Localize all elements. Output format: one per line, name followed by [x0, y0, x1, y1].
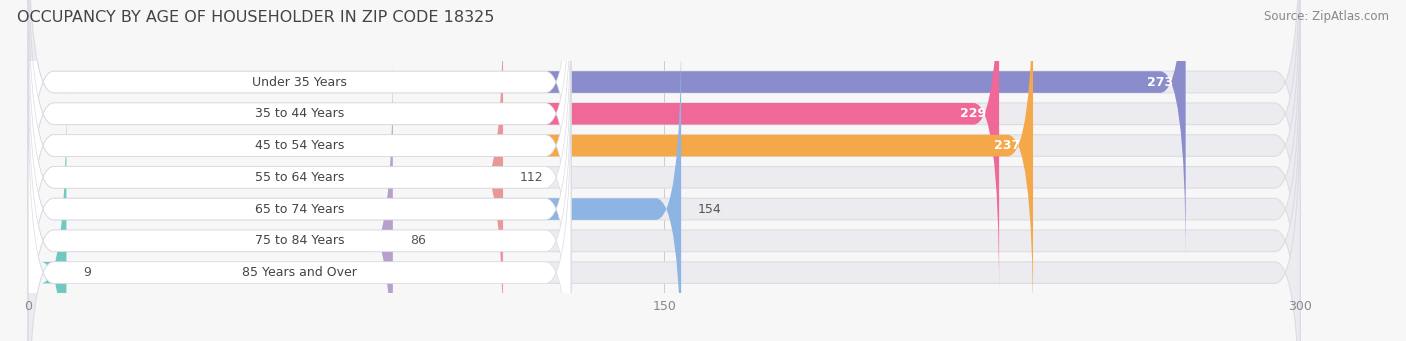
Text: 45 to 54 Years: 45 to 54 Years — [254, 139, 344, 152]
FancyBboxPatch shape — [28, 61, 571, 341]
FancyBboxPatch shape — [28, 0, 571, 294]
FancyBboxPatch shape — [28, 0, 1301, 341]
FancyBboxPatch shape — [28, 93, 66, 341]
FancyBboxPatch shape — [28, 29, 681, 341]
FancyBboxPatch shape — [28, 0, 503, 341]
Text: 35 to 44 Years: 35 to 44 Years — [254, 107, 344, 120]
Text: 86: 86 — [409, 234, 426, 247]
FancyBboxPatch shape — [28, 93, 1301, 341]
FancyBboxPatch shape — [28, 0, 1033, 325]
Text: 273: 273 — [1147, 75, 1173, 89]
Text: 55 to 64 Years: 55 to 64 Years — [254, 171, 344, 184]
FancyBboxPatch shape — [28, 0, 1000, 294]
FancyBboxPatch shape — [28, 0, 1185, 262]
Text: 154: 154 — [699, 203, 721, 216]
Text: 112: 112 — [520, 171, 544, 184]
FancyBboxPatch shape — [28, 29, 571, 341]
Text: Source: ZipAtlas.com: Source: ZipAtlas.com — [1264, 10, 1389, 23]
Text: Under 35 Years: Under 35 Years — [252, 75, 347, 89]
Text: 229: 229 — [960, 107, 987, 120]
Text: 9: 9 — [83, 266, 91, 279]
FancyBboxPatch shape — [28, 0, 571, 341]
Text: 237: 237 — [994, 139, 1021, 152]
FancyBboxPatch shape — [28, 0, 571, 325]
Text: 65 to 74 Years: 65 to 74 Years — [254, 203, 344, 216]
Text: OCCUPANCY BY AGE OF HOUSEHOLDER IN ZIP CODE 18325: OCCUPANCY BY AGE OF HOUSEHOLDER IN ZIP C… — [17, 10, 495, 25]
FancyBboxPatch shape — [28, 0, 571, 262]
FancyBboxPatch shape — [28, 61, 392, 341]
FancyBboxPatch shape — [28, 0, 1301, 294]
Text: 85 Years and Over: 85 Years and Over — [242, 266, 357, 279]
FancyBboxPatch shape — [28, 61, 1301, 341]
FancyBboxPatch shape — [28, 93, 571, 341]
FancyBboxPatch shape — [28, 0, 1301, 325]
FancyBboxPatch shape — [28, 29, 1301, 341]
FancyBboxPatch shape — [28, 0, 1301, 262]
Text: 75 to 84 Years: 75 to 84 Years — [254, 234, 344, 247]
